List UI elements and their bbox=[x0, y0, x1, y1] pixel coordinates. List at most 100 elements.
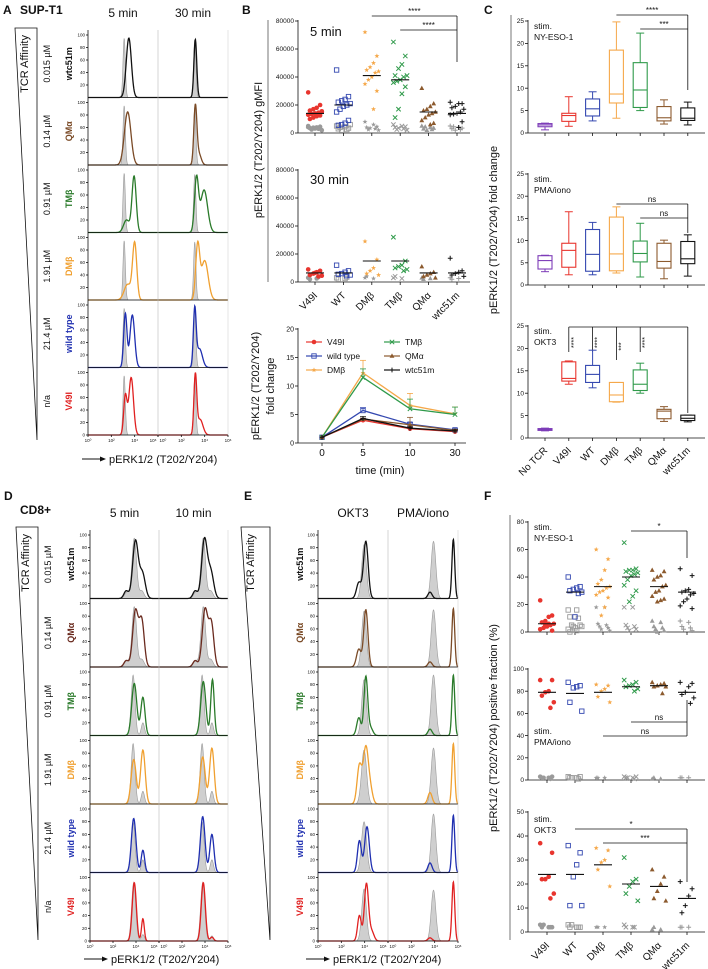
data-point bbox=[419, 117, 425, 123]
data-point bbox=[307, 276, 313, 282]
y-tick-label: 20 bbox=[310, 652, 316, 657]
data-point bbox=[419, 123, 425, 128]
data-point bbox=[679, 910, 685, 916]
category-label: QMα bbox=[410, 290, 433, 313]
data-point bbox=[449, 105, 455, 111]
significance-label: **** bbox=[422, 21, 434, 30]
data-point bbox=[362, 29, 368, 35]
data-point bbox=[305, 124, 311, 130]
affinity-label: TCR Affinity bbox=[245, 534, 257, 592]
stimulated-histogram bbox=[388, 537, 459, 600]
data-point bbox=[661, 596, 667, 601]
y-tick-label: 40 bbox=[80, 138, 86, 143]
panel-letter: E bbox=[244, 489, 252, 503]
stimulated-histogram bbox=[318, 674, 388, 737]
control-histogram bbox=[388, 540, 458, 599]
data-point bbox=[335, 122, 341, 128]
data-point bbox=[570, 685, 576, 691]
data-point bbox=[459, 125, 465, 131]
data-point bbox=[551, 700, 557, 705]
sample-label: QMα bbox=[64, 121, 74, 141]
data-point bbox=[390, 122, 396, 128]
data-point bbox=[319, 127, 325, 133]
data-point bbox=[537, 677, 543, 683]
data-point bbox=[427, 103, 433, 109]
y-tick-label: 100 bbox=[77, 168, 85, 173]
y-tick-label: 20000 bbox=[276, 102, 294, 109]
data-point bbox=[392, 73, 398, 79]
data-point bbox=[602, 775, 608, 780]
data-point bbox=[335, 99, 341, 105]
y-tick-label: 0 bbox=[520, 629, 524, 636]
y-tick-label: 0 bbox=[84, 939, 87, 944]
data-point bbox=[565, 574, 571, 580]
sample-label: wild type bbox=[64, 314, 74, 354]
y-tick-label: 0 bbox=[520, 282, 524, 289]
data-point bbox=[345, 93, 352, 100]
data-point bbox=[404, 266, 410, 272]
data-point bbox=[635, 686, 641, 692]
panel-letter: A bbox=[3, 3, 12, 17]
data-point bbox=[539, 876, 545, 882]
data-point bbox=[575, 615, 582, 621]
x-tick-label: 10² bbox=[178, 438, 185, 443]
y-tick-label: 15 bbox=[517, 216, 525, 223]
data-point bbox=[424, 106, 430, 111]
y-tick-label: 20 bbox=[517, 346, 525, 353]
sample-label: wtc51m bbox=[66, 548, 76, 582]
y-tick-label: 80 bbox=[80, 315, 86, 320]
data-point bbox=[677, 879, 683, 884]
data-point bbox=[686, 619, 692, 625]
affinity-value: n/a bbox=[43, 900, 53, 913]
data-point bbox=[682, 903, 688, 908]
affinity-label: TCR Affinity bbox=[19, 35, 31, 93]
data-point bbox=[362, 119, 368, 124]
data-point bbox=[593, 681, 599, 687]
control-histogram bbox=[88, 240, 158, 301]
category-label: DMβ bbox=[354, 290, 377, 313]
y-tick-label: 80 bbox=[310, 614, 316, 619]
data-point bbox=[337, 106, 343, 112]
y-tick-label: 20 bbox=[310, 857, 316, 862]
data-point bbox=[658, 881, 664, 886]
x-tick-label: 10⁶ bbox=[150, 438, 157, 443]
data-point bbox=[307, 116, 313, 122]
y-tick-label: 80 bbox=[82, 614, 88, 619]
stimulus-label: stim. bbox=[534, 814, 552, 824]
y-tick-label: 60 bbox=[310, 900, 316, 905]
y-tick-label: 10 bbox=[517, 238, 525, 245]
control-histogram bbox=[318, 544, 388, 599]
control-histogram bbox=[388, 813, 458, 873]
data-point bbox=[390, 39, 396, 45]
data-point bbox=[399, 262, 405, 268]
data-point bbox=[605, 556, 611, 562]
data-point bbox=[424, 127, 430, 132]
panel-letter: D bbox=[4, 489, 13, 503]
data-point bbox=[537, 598, 543, 603]
category-label: wtc51m bbox=[429, 290, 462, 323]
significance-label: *** bbox=[640, 834, 649, 843]
stimulated-histogram bbox=[388, 673, 459, 737]
data-point bbox=[621, 855, 627, 861]
box bbox=[608, 216, 624, 272]
stimulated-histogram bbox=[158, 372, 228, 436]
y-tick-label: 40 bbox=[80, 340, 86, 345]
y-tick-label: 10 bbox=[517, 390, 525, 397]
data-point bbox=[451, 124, 456, 130]
panel-title: CD8+ bbox=[20, 503, 51, 517]
data-point bbox=[374, 124, 380, 129]
box bbox=[632, 240, 648, 263]
data-point bbox=[595, 581, 601, 586]
y-tick-label: 20 bbox=[310, 720, 316, 725]
y-tick-label: 80 bbox=[82, 888, 88, 893]
data-point bbox=[574, 627, 580, 634]
y-tick-label: 0 bbox=[520, 777, 524, 784]
y-tick-label: 80 bbox=[310, 682, 316, 687]
column-title: 5 min bbox=[110, 506, 139, 520]
data-point bbox=[407, 425, 413, 431]
data-point bbox=[335, 271, 341, 277]
affinity-triangle bbox=[14, 27, 38, 441]
data-point bbox=[427, 122, 433, 127]
y-tick-label: 80 bbox=[517, 519, 525, 526]
